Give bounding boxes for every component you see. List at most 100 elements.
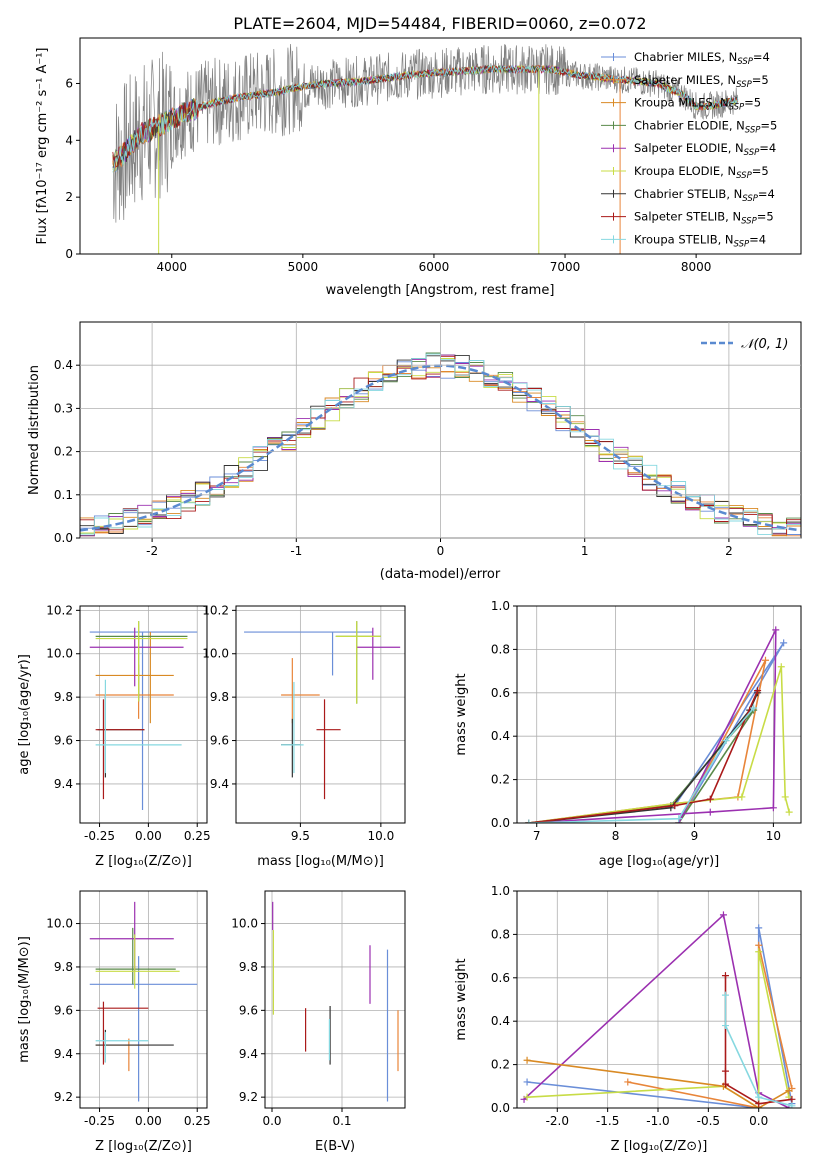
panel-marks [89, 901, 198, 1102]
massweight-marker [769, 804, 777, 812]
mw_age-ytick-label: 0.0 [491, 816, 510, 830]
massweight-marker [671, 802, 679, 810]
residual-xtick-label: 0 [437, 544, 445, 558]
massweight-marker [721, 991, 729, 999]
mass_Z-xtick-label: 0.25 [184, 1114, 211, 1128]
massweight-marker [721, 972, 729, 980]
residual-xtick-label: -1 [290, 544, 302, 558]
age_mass-ytick-label: 10.2 [202, 603, 229, 617]
mass-vs-ebv-panel: 0.0 0.1 9.2 9.4 9.6 9.8 10.0 E(B-V) [231, 890, 406, 1154]
massweight-line [528, 692, 759, 823]
spectrum-traces [112, 43, 739, 254]
massweight-marker [721, 1080, 729, 1088]
massweight-vs-metallicity-panel: -2.0 -1.5 -1.0 -0.5 0.0 0.0 0.2 0.4 0.6 0.8 1.0 Z [… [454, 884, 802, 1154]
mass_ebv-ytick-label: 9.6 [239, 1003, 258, 1017]
legend-label: Chabrier ELODIE, NSSP=5 [634, 118, 777, 135]
massweight-marker [523, 1078, 531, 1086]
panel-ylabel: mass [log₁₀(M/M⊙)] [17, 936, 32, 1063]
mass_ebv-ytick-label: 10.0 [231, 917, 258, 931]
legend-model-name: Kroupa ELODIE, N [634, 164, 736, 178]
massweight-marker [706, 808, 714, 816]
mass_Z-xtick-label: -0.25 [84, 1114, 115, 1128]
panel-frame [79, 890, 208, 1109]
age_mass-ytick-label: 9.6 [210, 734, 229, 748]
mw_age-xtick-label: 8 [612, 829, 620, 843]
spectrum-xtick-label: 4000 [156, 260, 187, 274]
massweight-line [526, 1059, 790, 1108]
legend-count: =5 [760, 118, 777, 132]
age_Z-ytick-label: 9.4 [54, 777, 73, 791]
legend-subscript: SSP [741, 217, 757, 227]
panel-frame [79, 605, 208, 824]
massweight-marker [755, 1100, 763, 1108]
legend-subscript: SSP [736, 171, 752, 181]
age-vs-mass-panel: 9.5 10.0 9.4 9.6 9.8 10.0 10.2 mass [log₁₀(M/M⊙… [202, 603, 406, 869]
legend-label: Kroupa STELIB, NSSP=4 [634, 232, 766, 249]
spectrum-frame [79, 37, 802, 255]
legend-label: Kroupa ELODIE, NSSP=5 [634, 164, 769, 181]
legend-count: =5 [757, 210, 774, 224]
massweight-marker [780, 639, 788, 647]
massweight-marker [762, 656, 769, 664]
spectrum-ytick-label: 4 [65, 133, 73, 147]
massweight-marker [721, 1067, 729, 1075]
massweight-marker [755, 948, 763, 956]
massweight-marker [777, 663, 785, 671]
legend-label: Salpeter MILES, NSSP=5 [634, 73, 769, 90]
spectrum-model-line [112, 64, 739, 173]
massweight-line [528, 690, 759, 823]
massweight-marker [755, 1093, 763, 1101]
spectrum-xtick-label: 8000 [681, 260, 712, 274]
legend-count: =4 [759, 141, 776, 155]
figure-title: PLATE=2604, MJD=54484, FIBERID=0060, z=0… [233, 14, 646, 33]
panel-frame [516, 890, 802, 1109]
mw_age-xtick-label: 7 [533, 829, 541, 843]
age_mass-ytick-label: 9.8 [210, 690, 229, 704]
age_mass-xtick-label: 9.5 [291, 829, 310, 843]
massweight-marker [772, 626, 780, 634]
panel-marks [244, 621, 401, 800]
panel-ylabel: age [log₁₀(age/yr)] [17, 654, 32, 775]
legend-model-name: Chabrier ELODIE, N [634, 118, 745, 132]
residual-xtick-label: 1 [581, 544, 589, 558]
legend-subscript: SSP [742, 194, 758, 204]
normal-legend-label: 𝒩(0, 1) [741, 337, 788, 352]
mw_age-ytick-label: 0.6 [491, 686, 510, 700]
massweight-line [724, 995, 793, 1107]
legend-subscript: SSP [745, 125, 761, 135]
legend-label: Chabrier STELIB, NSSP=4 [634, 187, 775, 204]
massweight-marker [523, 1093, 531, 1101]
massweight-line [523, 913, 790, 1108]
residual-panel: -2 -1 0 1 2 0.0 0.1 0.2 0.3 0.4 (data-model)/erro… [27, 321, 802, 582]
spectrum-ylabel: Flux [fλ10⁻¹⁷ erg cm⁻² s⁻¹ A⁻¹] [35, 48, 50, 245]
mass_Z-ytick-label: 9.2 [54, 1090, 73, 1104]
legend-count: =5 [744, 96, 761, 110]
spectrum-xtick-label: 7000 [550, 260, 581, 274]
residual-xtick-label: 2 [725, 544, 733, 558]
panel-xlabel: Z [log₁₀(Z/Z⊙)] [95, 854, 192, 869]
massweight-marker [738, 793, 746, 801]
mw_age-ytick-label: 0.4 [491, 729, 510, 743]
legend-model-name: Chabrier MILES, N [634, 50, 737, 64]
legend-model-name: Kroupa STELIB, N [634, 232, 734, 246]
massweight-vs-age-panel: 7 8 9 10 0.0 0.2 0.4 0.6 0.8 1.0 age [log₁₀(age/yr… [454, 599, 802, 869]
panel-marks [272, 901, 399, 1102]
residual-xtick-label: -2 [146, 544, 158, 558]
spectrum-observed-line [112, 43, 739, 223]
massweight-marker [721, 1022, 729, 1030]
massweight-marker [785, 1087, 793, 1095]
mw_Z-ytick-label: 0.2 [491, 1058, 510, 1072]
panel-ylabel: mass weight [454, 958, 469, 1040]
massweight-line [528, 642, 785, 823]
massweight-marker [525, 819, 533, 823]
panel-xlabel: age [log₁₀(age/yr)] [599, 854, 720, 869]
legend-subscript: SSP [737, 57, 753, 67]
legend-subscript: SSP [736, 80, 752, 90]
age-vs-metallicity-panel: -0.25 0.00 0.25 9.4 9.6 9.8 10.0 10.2 Z [log₁₀(Z… [17, 603, 211, 869]
legend-count: =4 [758, 187, 775, 201]
panel-xlabel: mass [log₁₀(M/M⊙)] [257, 854, 384, 869]
residual-ytick-label: 0.3 [54, 401, 73, 415]
panel-frame [264, 890, 406, 1109]
age_mass-ytick-label: 9.4 [210, 777, 229, 791]
